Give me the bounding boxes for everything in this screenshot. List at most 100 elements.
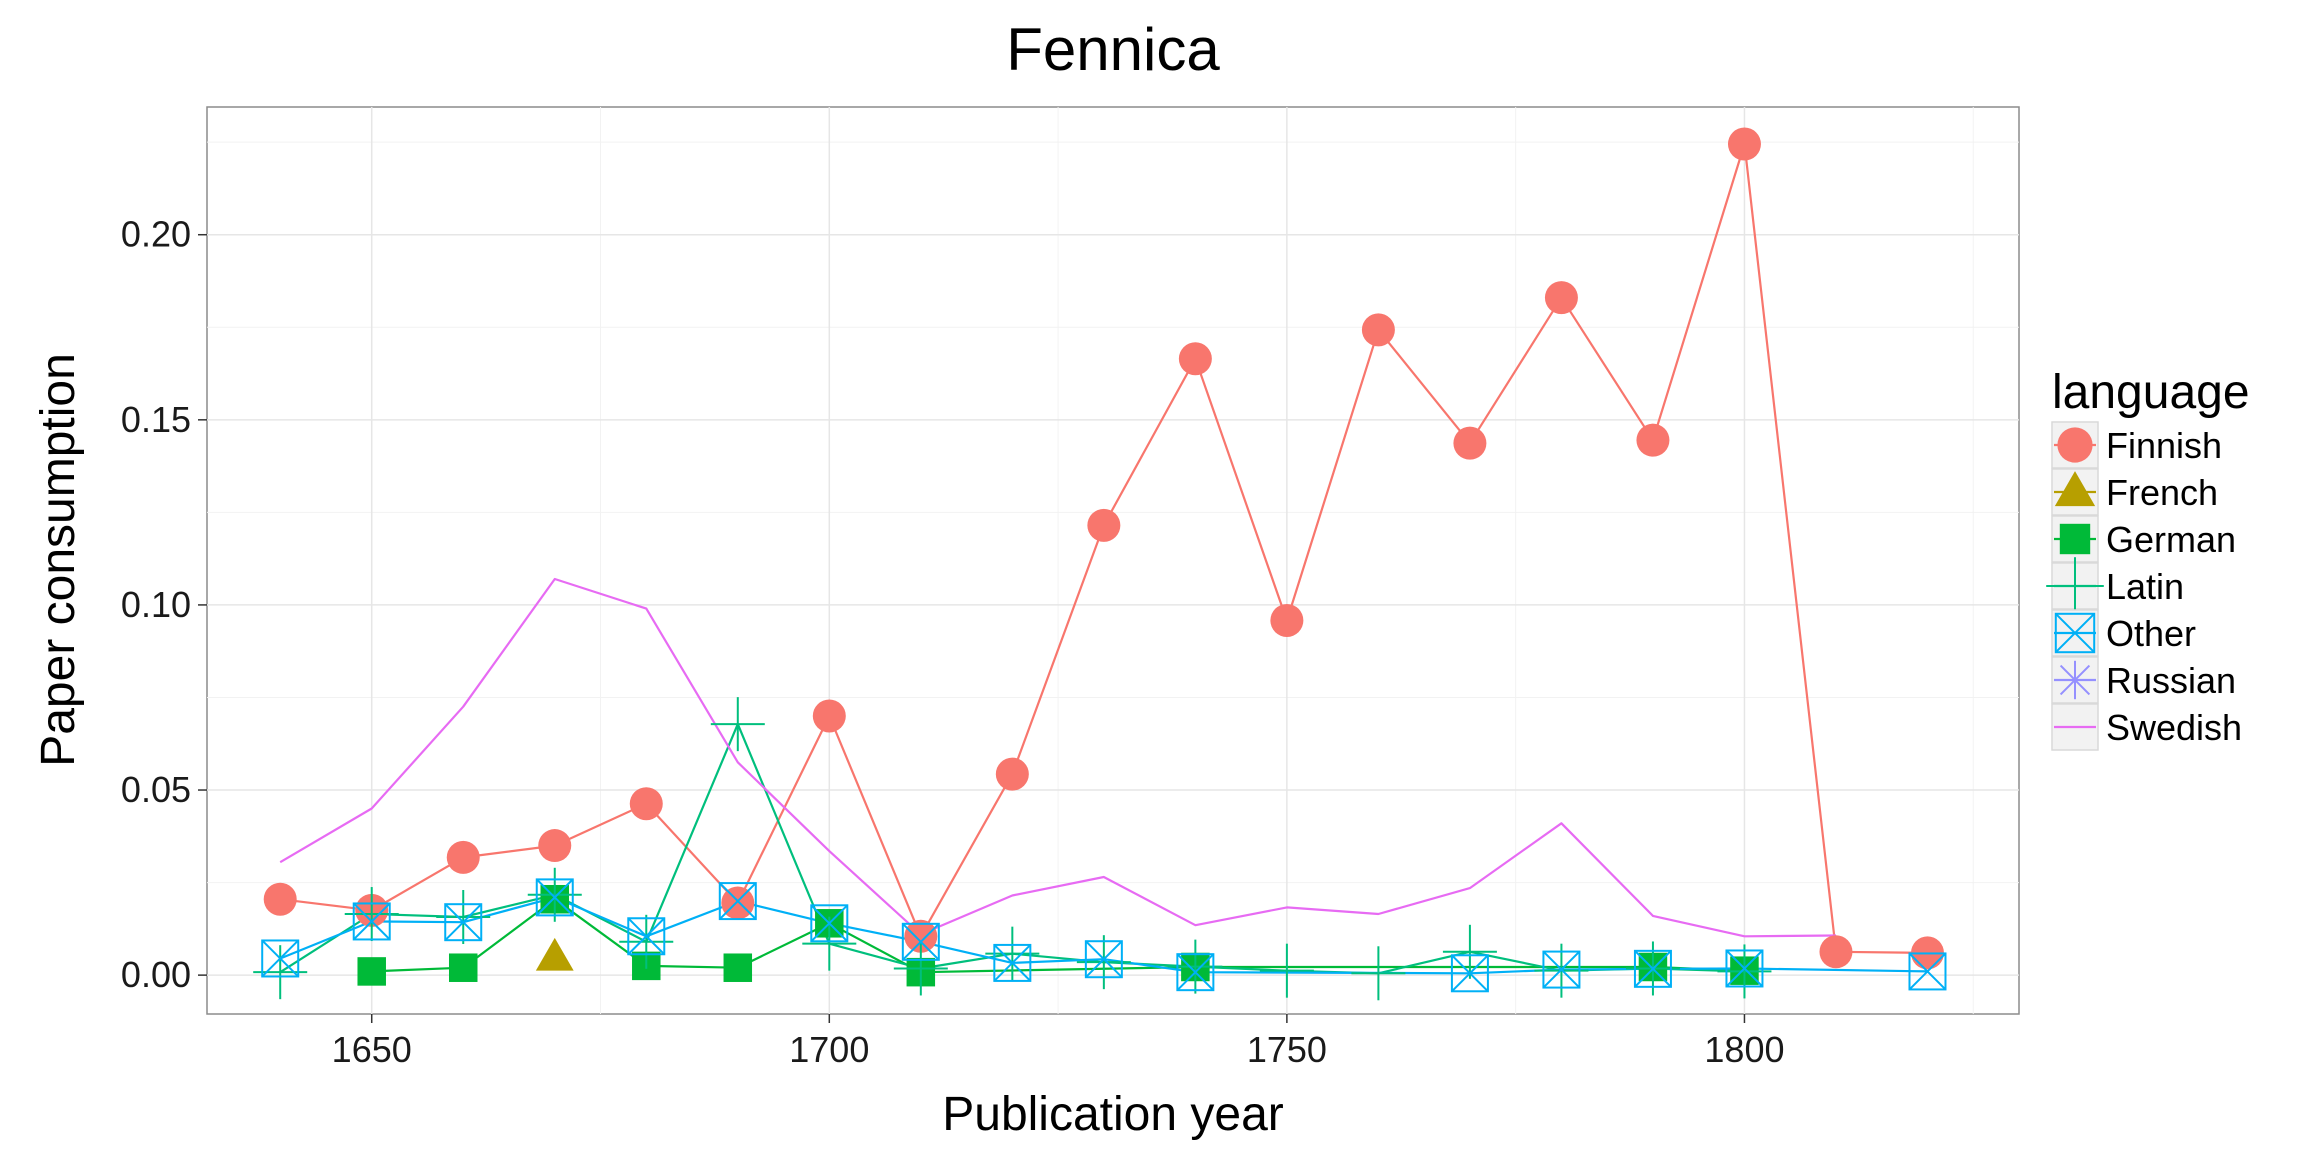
point-other (1084, 940, 1123, 979)
point-other (1176, 953, 1215, 992)
point-french (535, 937, 574, 971)
legend-item-finnish: Finnish (2051, 421, 2222, 469)
grid-major (207, 107, 2019, 1014)
point-finnish (1819, 935, 1853, 969)
x-tick-label: 1750 (1247, 1029, 1327, 1070)
legend-key-marker (2057, 427, 2093, 463)
series-markers (253, 127, 1947, 1001)
y-tick-label: 0.10 (121, 584, 191, 625)
point-other (261, 939, 300, 978)
series-line-german (371, 898, 1745, 974)
legend-items: Finnish French German Latin Other Russian Swed… (2046, 421, 2242, 751)
point-other-d2 (810, 904, 849, 943)
point-other (535, 878, 574, 917)
point-finnish (446, 840, 480, 874)
point-other-box (718, 882, 757, 921)
legend-label: Latin (2106, 566, 2184, 607)
point-finnish (629, 787, 663, 821)
point-other-box (1908, 952, 1947, 991)
point-other-d2 (1176, 953, 1215, 991)
legend-item-swedish: Swedish (2051, 703, 2242, 751)
series-line-swedish (279, 577, 1837, 938)
point-other-d2 (719, 882, 757, 920)
legend-key-marker (2054, 612, 2096, 654)
legend-key-marker-box (2054, 612, 2096, 654)
point-other-d2 (902, 923, 940, 961)
point-other-d2 (1725, 949, 1764, 988)
legend-title: language (2052, 366, 2250, 419)
point-finnish (538, 829, 572, 863)
point-other (1725, 949, 1764, 988)
y-tick-label: 0.00 (121, 954, 191, 995)
point-other-box (535, 878, 574, 917)
y-tick-label: 0.05 (121, 769, 191, 810)
point-other-d2 (1085, 940, 1123, 978)
point-finnish (904, 919, 938, 953)
point-other (901, 922, 940, 961)
x-tick-label: 1700 (789, 1029, 869, 1070)
point-other-box (352, 902, 391, 941)
point-other (993, 943, 1032, 982)
legend-label: Russian (2106, 660, 2236, 701)
legend-label: Finnish (2106, 425, 2222, 466)
point-other-d2 (1451, 954, 1489, 992)
x-tick-label: 1650 (332, 1029, 412, 1070)
point-finnish (1544, 281, 1578, 315)
point-latin (893, 941, 948, 996)
point-latin (802, 916, 857, 971)
point-other-d2 (261, 939, 299, 978)
point-other-box (627, 917, 666, 956)
point-other (810, 904, 849, 943)
legend-label: French (2106, 472, 2218, 513)
point-finnish (1361, 313, 1395, 347)
legend-label: Swedish (2106, 707, 2242, 748)
point-german (723, 953, 753, 982)
point-latin (710, 697, 765, 752)
point-other-d2 (536, 878, 574, 917)
legend-key-marker (2046, 557, 2104, 615)
point-other (718, 882, 757, 921)
point-finnish (263, 882, 297, 916)
point-finnish (812, 699, 846, 733)
point-other-box (444, 903, 483, 942)
point-german (448, 953, 478, 982)
point-latin (1351, 946, 1406, 1001)
point-other-box (1176, 953, 1215, 992)
legend-item-other: Other (2051, 609, 2196, 657)
y-axis: 0.00 0.05 0.10 0.15 0.20 (121, 214, 207, 995)
legend-item-french: French (2051, 468, 2218, 516)
legend-label: Other (2106, 613, 2196, 654)
point-other-d2 (1908, 952, 1947, 991)
point-other-d2 (627, 917, 665, 955)
point-other-box (993, 943, 1032, 982)
legend-key-marker (2059, 523, 2091, 555)
point-other-d2 (444, 903, 482, 941)
legend-key-marker (2055, 660, 2095, 700)
point-other (1908, 952, 1947, 991)
x-axis-title: Publication year (942, 1088, 1284, 1141)
point-other-box (261, 939, 300, 978)
y-tick-label: 0.15 (121, 399, 191, 440)
point-finnish (1727, 127, 1761, 161)
point-finnish (1270, 603, 1304, 637)
point-latin (1442, 924, 1497, 979)
point-finnish (1087, 508, 1121, 542)
point-other (444, 903, 483, 942)
point-other (1633, 949, 1672, 988)
y-axis-title: Paper consumption (32, 353, 85, 767)
point-other (627, 917, 666, 956)
point-finnish (1636, 423, 1670, 457)
point-finnish (721, 886, 755, 920)
legend-item-german: German (2051, 515, 2236, 563)
legend-item-latin: Latin (2046, 557, 2184, 615)
point-other (1542, 950, 1581, 989)
legend-item-russian: Russian (2051, 656, 2236, 704)
point-finnish (1453, 426, 1487, 460)
point-other-box (1450, 954, 1489, 993)
point-other-d2 (993, 944, 1032, 982)
point-other-d2 (1542, 950, 1581, 989)
y-tick-label: 0.20 (121, 214, 191, 255)
x-tick-label: 1800 (1704, 1029, 1784, 1070)
point-other-box (1725, 949, 1764, 988)
